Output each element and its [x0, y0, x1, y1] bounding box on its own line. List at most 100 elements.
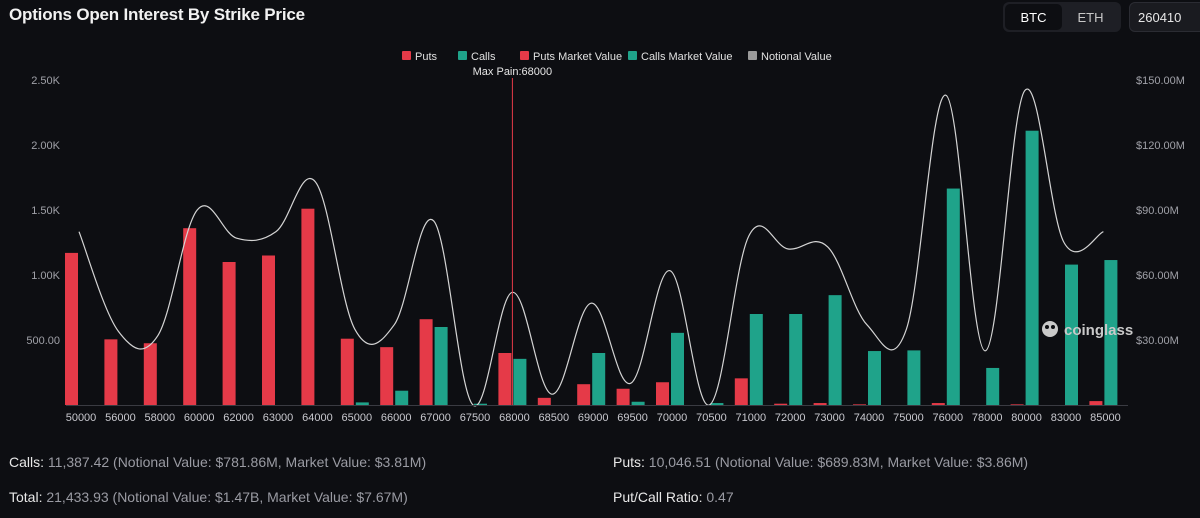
puts-bar[interactable] — [498, 353, 512, 405]
ratio-stat-label: Put/Call Ratio: — [613, 489, 703, 505]
puts-bar[interactable] — [380, 347, 394, 405]
puts-bar[interactable] — [419, 319, 433, 405]
calls-bar[interactable] — [789, 314, 803, 405]
calls-bar[interactable] — [868, 351, 881, 405]
asset-eth-button[interactable]: ETH — [1077, 9, 1104, 25]
x-tick-label: 58000 — [145, 412, 176, 424]
open-interest-chart: Puts Calls Puts Market Value Calls Market V… — [26, 51, 1185, 424]
puts-bar[interactable] — [931, 403, 945, 405]
calls-bar[interactable] — [592, 353, 606, 405]
calls-bar[interactable] — [749, 314, 763, 405]
calls-stat-label: Calls: — [9, 454, 45, 470]
puts-bar[interactable] — [853, 404, 866, 405]
x-tick-label: 62000 — [223, 412, 254, 424]
puts-bar[interactable] — [104, 339, 118, 405]
puts-stat-label: Puts: — [613, 454, 645, 470]
puts-bar[interactable] — [616, 388, 630, 405]
puts-bar[interactable] — [301, 208, 315, 405]
calls-bar[interactable] — [631, 401, 645, 405]
x-tick-label: 80000 — [1011, 412, 1042, 424]
puts-bar[interactable] — [656, 382, 669, 405]
calls-bar[interactable] — [355, 402, 369, 405]
chart-legend: Puts Calls Puts Market Value Calls Market V… — [402, 51, 832, 63]
x-tick-label: 75000 — [893, 412, 924, 424]
puts-bar[interactable] — [813, 403, 827, 405]
legend-item[interactable]: Calls — [471, 51, 496, 63]
calls-bar[interactable] — [710, 403, 724, 405]
calls-bar[interactable] — [1104, 260, 1118, 405]
calls-stat: Calls: 11,387.42 (Notional Value: $781.8… — [9, 454, 426, 470]
asset-btc-button[interactable]: BTC — [1005, 4, 1062, 30]
x-tick-label: 85000 — [1090, 412, 1121, 424]
puts-bar[interactable] — [65, 252, 78, 405]
calls-bar[interactable] — [986, 367, 1000, 405]
legend-swatch — [520, 51, 529, 60]
puts-bar[interactable] — [774, 403, 788, 405]
x-tick-label: 68500 — [539, 412, 570, 424]
bars-layer — [65, 130, 1118, 406]
puts-bar[interactable] — [577, 384, 591, 405]
x-tick-label: 83000 — [1051, 412, 1082, 424]
puts-stat: Puts: 10,046.51 (Notional Value: $689.83… — [613, 454, 1028, 470]
x-tick-label: 50000 — [66, 412, 97, 424]
left-tick-label: 2.00K — [31, 140, 60, 152]
max-pain-label: Max Pain:68000 — [473, 66, 553, 78]
x-axis: 50000 56000 58000 60000 62000 63000 64000 65000… — [66, 405, 1128, 424]
puts-bar[interactable] — [1010, 404, 1024, 405]
x-tick-label: 70000 — [657, 412, 688, 424]
puts-bar[interactable] — [262, 255, 275, 406]
calls-bar[interactable] — [907, 350, 921, 405]
x-tick-label: 64000 — [302, 412, 333, 424]
puts-bar[interactable] — [183, 228, 197, 405]
notional-line-layer — [78, 88, 1104, 407]
calls-bar[interactable] — [828, 295, 842, 405]
ratio-stat-value: 0.47 — [706, 489, 734, 505]
puts-bar[interactable] — [222, 262, 236, 405]
x-tick-label: 74000 — [854, 412, 885, 424]
calls-bar[interactable] — [474, 403, 487, 405]
calls-bar[interactable] — [434, 327, 448, 405]
puts-bar[interactable] — [143, 343, 157, 405]
calls-bar[interactable] — [513, 358, 527, 405]
puts-stat-value: 10,046.51 (Notional Value: $689.83M, Mar… — [648, 454, 1029, 470]
legend-swatch — [748, 51, 757, 60]
legend-item[interactable]: Calls Market Value — [641, 51, 733, 63]
left-axis: 500.00 1.00K 1.50K 2.00K 2.50K — [26, 75, 60, 347]
expiry-select[interactable]: 260410 — [1129, 2, 1200, 32]
right-axis: $30.00M $60.00M $90.00M $120.00M $150.00M — [1136, 75, 1185, 347]
total-stat: Total: 21,433.93 (Notional Value: $1.47B… — [9, 489, 408, 505]
left-tick-label: 2.50K — [31, 75, 60, 87]
total-stat-label: Total: — [9, 489, 43, 505]
x-tick-label: 67000 — [420, 412, 451, 424]
x-tick-label: 69500 — [617, 412, 648, 424]
calls-bar[interactable] — [1025, 130, 1039, 405]
right-tick-label: $120.00M — [1136, 140, 1185, 152]
x-tick-label: 56000 — [105, 412, 136, 424]
legend-item[interactable]: Notional Value — [761, 51, 832, 63]
watermark-text: coinglass — [1064, 322, 1133, 339]
calls-stat-value: 11,387.42 (Notional Value: $781.86M, Mar… — [47, 454, 427, 470]
left-tick-label: 1.00K — [31, 270, 60, 282]
x-tick-label: 67500 — [460, 412, 491, 424]
x-tick-label: 70500 — [696, 412, 727, 424]
max-pain-layer: Max Pain:68000 — [473, 66, 553, 405]
calls-bar[interactable] — [946, 188, 960, 405]
calls-bar[interactable] — [1065, 264, 1078, 405]
legend-item[interactable]: Puts Market Value — [533, 51, 622, 63]
left-tick-label: 500.00 — [26, 335, 60, 347]
x-tick-label: 72000 — [775, 412, 806, 424]
right-tick-label: $90.00M — [1136, 205, 1179, 217]
x-tick-label: 76000 — [933, 412, 964, 424]
puts-bar[interactable] — [340, 338, 354, 405]
calls-bar[interactable] — [671, 332, 684, 405]
puts-bar[interactable] — [1089, 401, 1103, 405]
puts-bar[interactable] — [537, 397, 551, 405]
calls-bar[interactable] — [395, 390, 409, 405]
x-tick-label: 66000 — [381, 412, 412, 424]
left-tick-label: 1.50K — [31, 205, 60, 217]
x-tick-label: 68000 — [499, 412, 530, 424]
puts-bar[interactable] — [734, 378, 748, 405]
x-tick-label: 69000 — [578, 412, 609, 424]
legend-item[interactable]: Puts — [415, 51, 438, 63]
x-tick-label: 78000 — [972, 412, 1003, 424]
